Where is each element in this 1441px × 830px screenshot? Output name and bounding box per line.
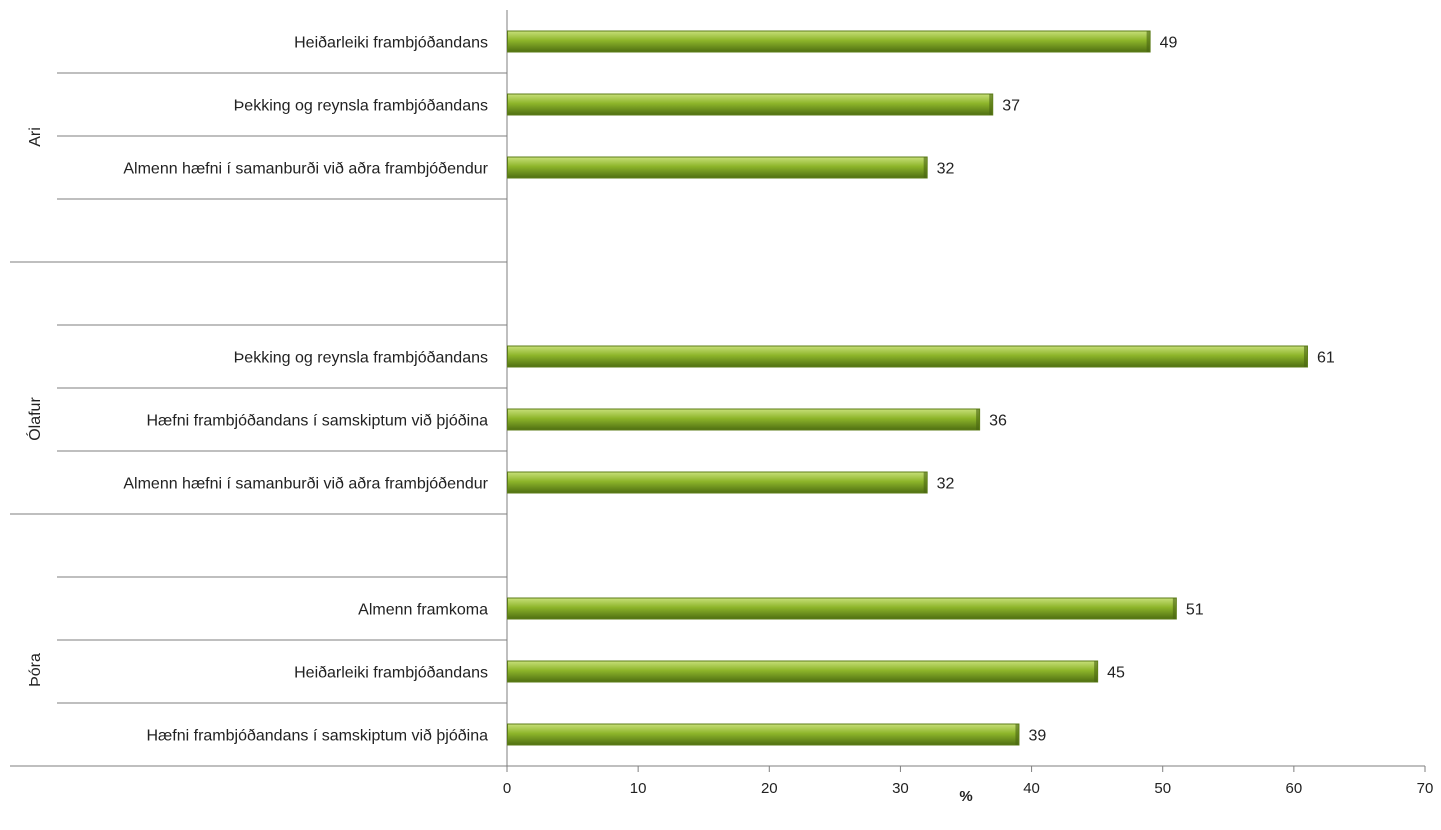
group-label: Ólafur <box>25 397 44 441</box>
category-label: Almenn framkoma <box>358 602 488 619</box>
bar <box>507 660 1099 683</box>
x-tick-label: 40 <box>1023 780 1040 797</box>
group-label: Þóra <box>27 653 44 687</box>
bar <box>507 30 1151 53</box>
category-label: Heiðarleiki frambjóðandans <box>294 35 488 52</box>
value-label: 32 <box>937 476 955 493</box>
bar-end-bevel <box>1172 598 1176 619</box>
category-label: Hæfni frambjóðandans í samskiptum við þj… <box>147 413 489 430</box>
bar-end-bevel <box>989 94 993 115</box>
x-tick-label: 20 <box>761 780 778 797</box>
x-tick-label: 70 <box>1417 780 1434 797</box>
value-label: 37 <box>1002 98 1020 115</box>
bar <box>507 597 1177 620</box>
value-label: 39 <box>1028 728 1046 745</box>
x-tick-label: 50 <box>1154 780 1171 797</box>
value-label: 49 <box>1160 35 1178 52</box>
category-label: Almenn hæfni í samanburði við aðra framb… <box>123 161 488 178</box>
bar-end-bevel <box>976 409 980 430</box>
value-label: 36 <box>989 413 1007 430</box>
axes: 0 10 20 30 40 50 60 70 <box>10 10 1433 797</box>
x-tick-label: 0 <box>503 780 511 797</box>
value-label: 51 <box>1186 602 1204 619</box>
category-label: Almenn hæfni í samanburði við aðra framb… <box>123 476 488 493</box>
category-label: Hæfni frambjóðandans í samskiptum við þj… <box>147 728 489 745</box>
bar <box>507 345 1308 368</box>
bar <box>507 471 928 494</box>
bar <box>507 156 928 179</box>
labels: Heiðarleiki frambjóðandans 49 Þekking og r… <box>25 35 1335 745</box>
value-label: 45 <box>1107 665 1125 682</box>
category-label: Þekking og reynsla frambjóðandans <box>234 98 488 115</box>
bar-end-bevel <box>1146 31 1150 52</box>
bar-end-bevel <box>1015 724 1019 745</box>
bar-end-bevel <box>1303 346 1307 367</box>
group-label: Ari <box>27 127 44 147</box>
bar-end-bevel <box>923 157 927 178</box>
bar <box>507 723 1020 746</box>
category-label: Heiðarleiki frambjóðandans <box>294 665 488 682</box>
category-label: Þekking og reynsla frambjóðandans <box>234 350 488 367</box>
bar-end-bevel <box>923 472 927 493</box>
value-label: 32 <box>937 161 955 178</box>
bar <box>507 408 981 431</box>
value-label: 61 <box>1317 350 1335 367</box>
x-tick-label: 60 <box>1286 780 1303 797</box>
bar-end-bevel <box>1094 661 1098 682</box>
x-tick-label: 10 <box>630 780 647 797</box>
x-tick-label: 30 <box>892 780 909 797</box>
bar <box>507 93 994 116</box>
x-axis-title: % <box>959 788 972 805</box>
category-separators <box>10 72 507 704</box>
bars <box>507 30 1308 746</box>
